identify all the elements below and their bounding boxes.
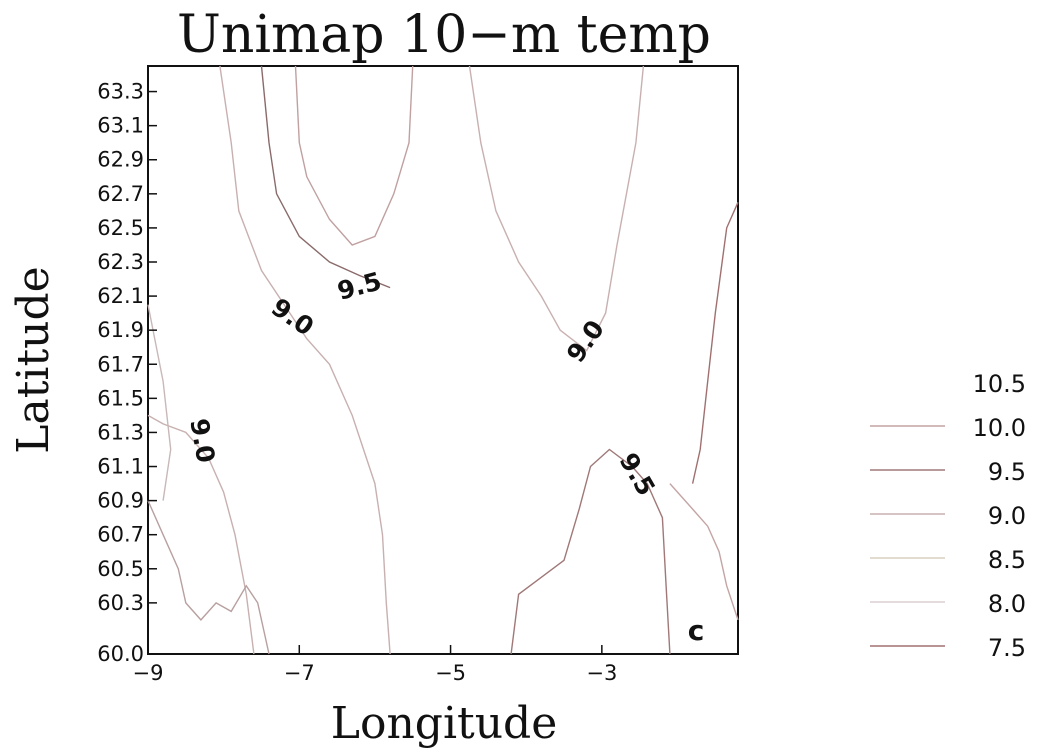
contour-line-0 (260, 65, 391, 289)
y-tick-label: 63.1 (97, 114, 144, 138)
y-tick-label: 61.1 (97, 455, 144, 479)
y-tick-label: 61.5 (97, 386, 144, 410)
y-tick-label: 60.5 (97, 557, 144, 581)
legend-label: 9.0 (988, 502, 1026, 530)
y-tick-label: 60.3 (97, 591, 144, 615)
y-tick-label: 62.5 (97, 216, 144, 240)
plot-area: 9.5 9.0 9.0 9.0 9.5 c (147, 65, 739, 655)
chart-title: Unimap 10−m temp (177, 5, 711, 65)
contour-label-3: 9.0 (184, 416, 220, 465)
legend-label: 10.0 (973, 414, 1026, 442)
y-tick-label: 61.3 (97, 420, 144, 444)
y-tick-label: 62.9 (97, 148, 144, 172)
plot-frame (147, 65, 739, 655)
y-tick-label: 62.3 (97, 250, 144, 274)
legend-label: 8.0 (988, 590, 1026, 618)
contour-label-2: 9.0 (561, 315, 610, 368)
legend: 10.5 10.0 9.5 9.0 8.5 8.0 7.5 (870, 370, 1026, 662)
legend-label: 7.5 (988, 634, 1026, 662)
legend-label: 8.5 (988, 546, 1026, 574)
contour-line-4 (147, 414, 255, 655)
y-tick-label: 63.3 (97, 80, 144, 104)
y-tick-label: 60.0 (97, 642, 144, 666)
y-axis: 60.0 60.3 60.5 60.7 60.9 61.1 61.3 61.5 61.7 61.9… (97, 80, 157, 666)
y-axis-title: Latitude (8, 266, 59, 453)
legend-label: 10.5 (973, 370, 1026, 398)
contour-line-1 (294, 65, 414, 246)
contour-labels: 9.5 9.0 9.0 9.0 9.5 (184, 266, 661, 500)
contour-line-9 (147, 304, 172, 501)
x-tick-label: −5 (435, 661, 466, 685)
x-tick-label: −7 (284, 661, 315, 685)
y-tick-label: 62.1 (97, 284, 144, 308)
contour-line-6 (669, 483, 739, 621)
legend-label: 9.5 (988, 458, 1026, 486)
x-tick-label: −9 (133, 661, 164, 685)
contour-label-1: 9.0 (266, 292, 319, 341)
x-axis: −9 −7 −5 −3 (133, 645, 617, 685)
contour-lines (147, 65, 739, 655)
contour-label-4: 9.5 (614, 448, 661, 501)
y-tick-label: 62.7 (97, 182, 144, 206)
y-tick-label: 61.7 (97, 352, 144, 376)
y-tick-label: 61.9 (97, 318, 144, 342)
x-axis-title: Longitude (331, 698, 558, 749)
contour-line-7 (691, 202, 739, 484)
y-tick-label: 60.7 (97, 523, 144, 547)
x-tick-label: −3 (586, 661, 617, 685)
contour-line-2 (219, 65, 391, 655)
contour-line-5 (510, 448, 671, 655)
contour-line-8 (147, 500, 270, 655)
panel-letter: c (688, 614, 705, 647)
contour-line-3 (468, 65, 645, 352)
y-tick-label: 60.9 (97, 489, 144, 513)
contour-label-0: 9.5 (334, 266, 384, 305)
